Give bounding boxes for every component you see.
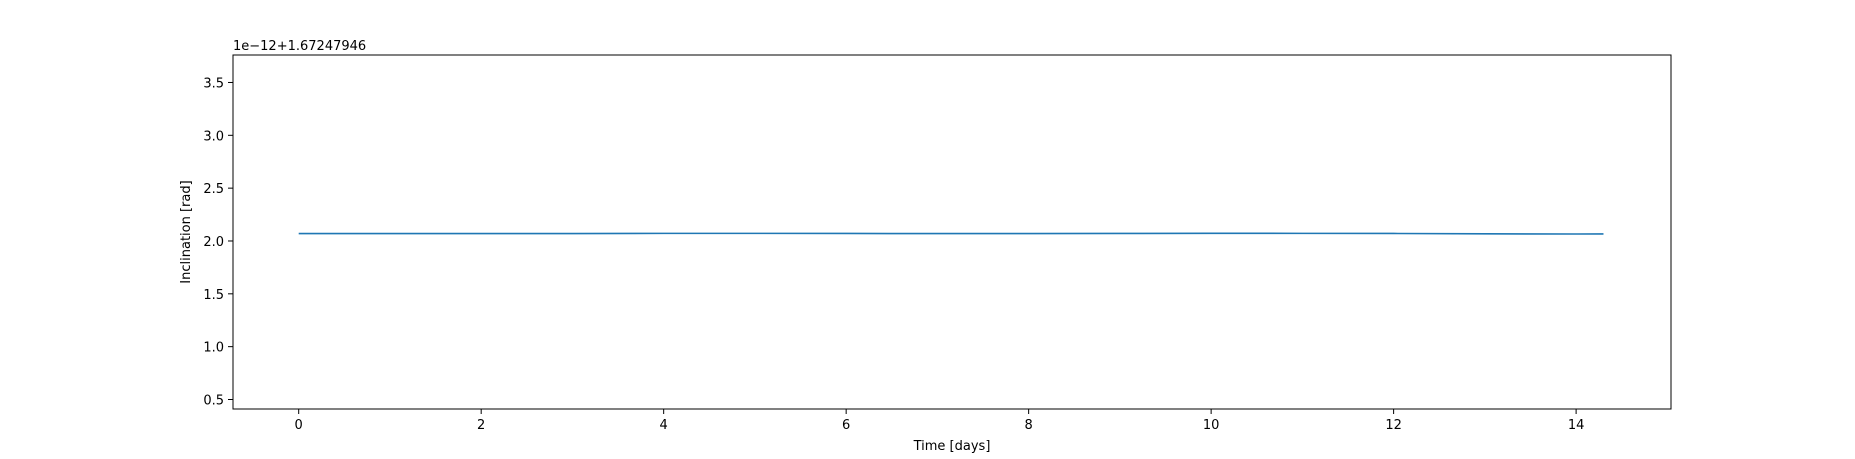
- y-tick-label: 1.5: [203, 288, 224, 303]
- y-tick-label: 0.5: [203, 393, 224, 408]
- y-axis-offset-text: 1e−12+1.67247946: [233, 39, 366, 54]
- y-tick-label: 2.0: [203, 235, 224, 250]
- x-tick-label: 2: [477, 418, 485, 433]
- x-tick-label: 4: [660, 418, 668, 433]
- x-tick-label: 14: [1568, 418, 1585, 433]
- x-axis-ticks: 0 2 4 6 8 10 12 14: [295, 409, 1585, 433]
- y-tick-label: 3.0: [203, 129, 224, 144]
- x-tick-label: 0: [295, 418, 303, 433]
- x-axis-label: Time [days]: [913, 439, 991, 454]
- y-axis-label: Inclination [rad]: [179, 180, 194, 283]
- x-tick-label: 12: [1385, 418, 1402, 433]
- y-tick-label: 1.0: [203, 341, 224, 356]
- x-tick-label: 10: [1203, 418, 1220, 433]
- y-tick-label: 2.5: [203, 182, 224, 197]
- y-tick-label: 3.5: [203, 76, 224, 91]
- plot-frame: [232, 54, 1672, 410]
- y-axis-ticks: 0.5 1.0 1.5 2.0 2.5 3.0 3.5: [203, 76, 233, 408]
- x-tick-label: 6: [842, 418, 850, 433]
- series-layer: [298, 232, 1604, 235]
- x-tick-label: 8: [1025, 418, 1033, 433]
- series-line-inclination: [298, 232, 1604, 235]
